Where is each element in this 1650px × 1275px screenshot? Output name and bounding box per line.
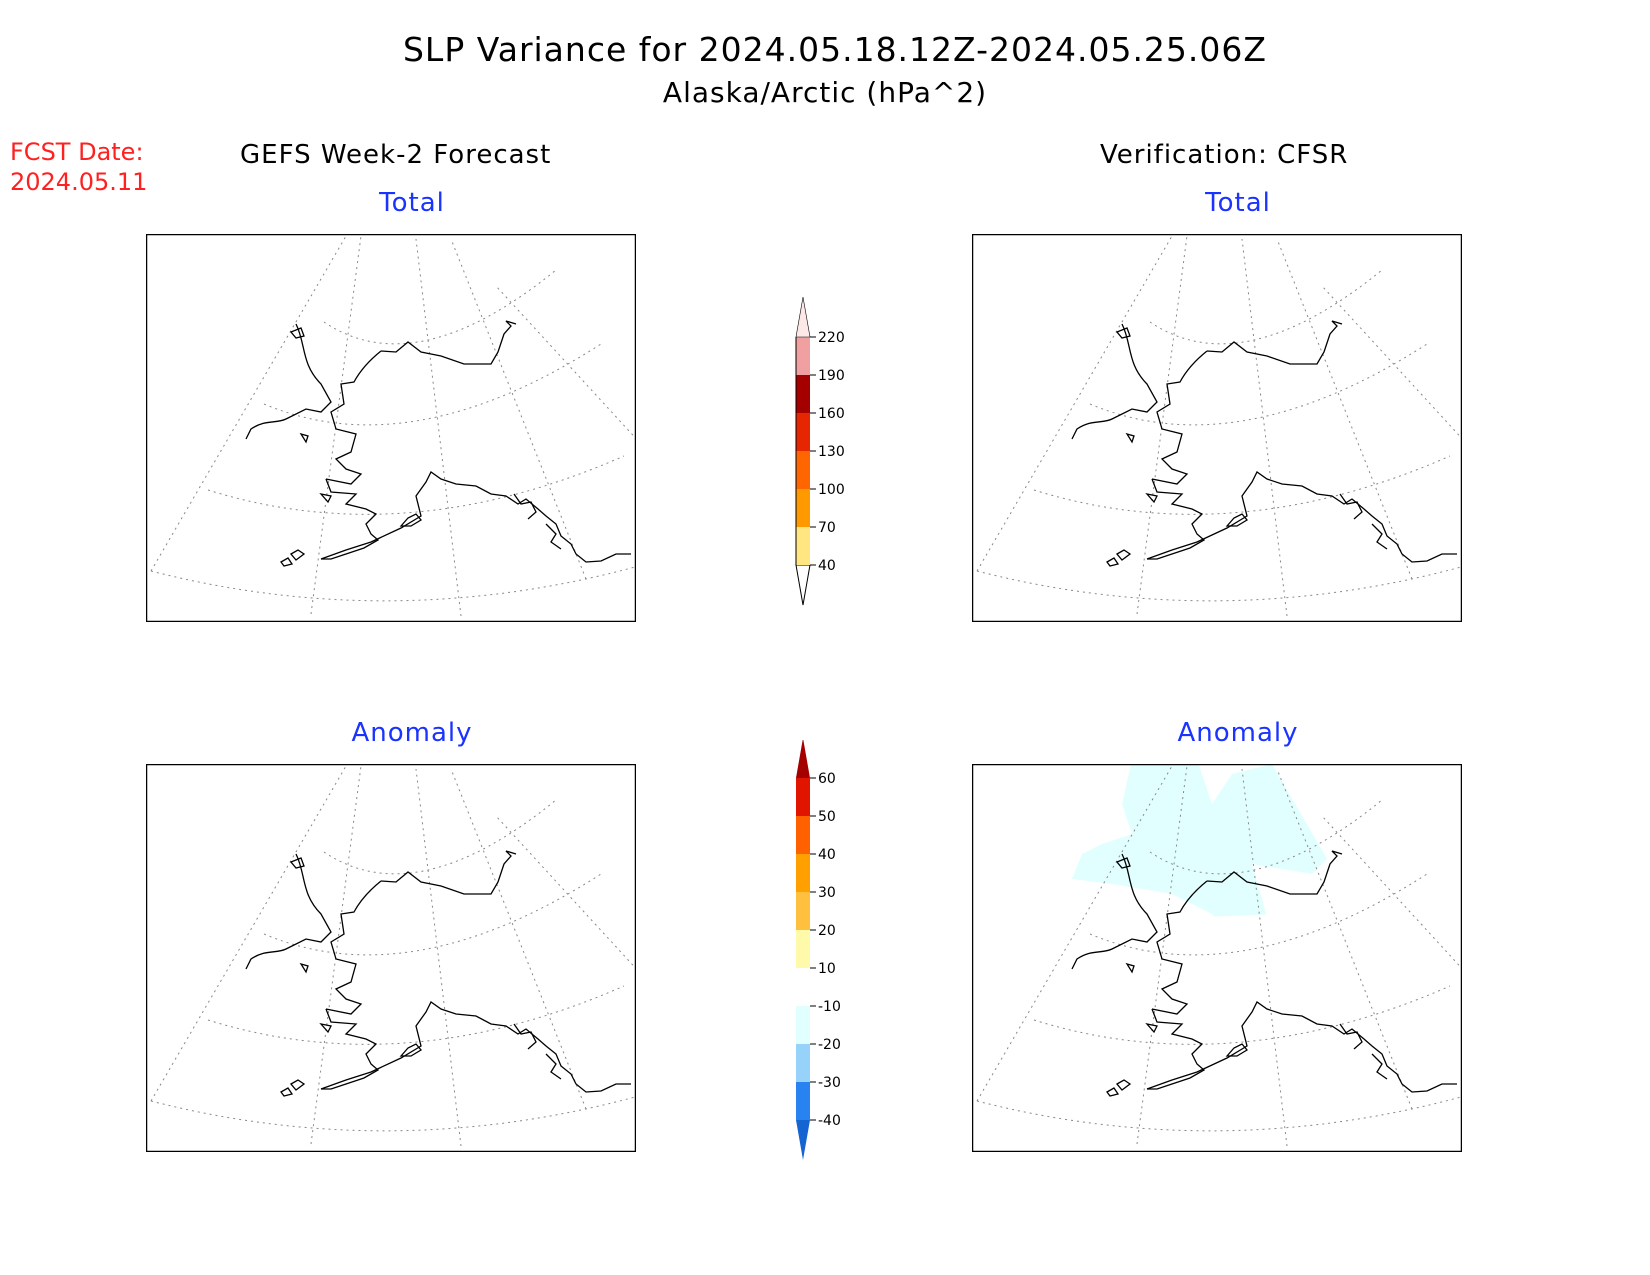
- colorbar-bin: [796, 489, 810, 527]
- panel-title-verification-total: Total: [1205, 188, 1271, 218]
- colorbar-label: 160: [818, 406, 845, 422]
- colorbar-label: -10: [818, 999, 841, 1015]
- colorbar-tip-high: [795, 296, 811, 338]
- colorbar-bin: [796, 1082, 810, 1120]
- colorbar-label: 130: [818, 444, 845, 460]
- colorbar-total: 40 70 100 130 160 190 220: [795, 296, 845, 606]
- colorbar-bin: [796, 892, 810, 930]
- colorbar-label: 220: [818, 330, 845, 346]
- colorbar-label: 10: [818, 961, 836, 977]
- map-forecast-total: [146, 234, 636, 622]
- colorbar-label: 70: [818, 520, 836, 536]
- map-frame: [146, 234, 636, 622]
- panel-title-forecast-anomaly: Anomaly: [351, 718, 473, 748]
- colorbar-bin: [796, 375, 810, 413]
- colorbar-label: -40: [818, 1113, 841, 1129]
- colorbar-label: 40: [818, 558, 836, 574]
- forecast-date-value: 2024.05.11: [10, 168, 148, 196]
- colorbar-tip-low: [795, 564, 811, 606]
- colorbar-bin: [796, 778, 810, 816]
- verification-column-header: Verification: CFSR: [1100, 140, 1349, 170]
- colorbar-bin: [796, 413, 810, 451]
- map-forecast-anomaly: [146, 764, 636, 1152]
- map-frame: [972, 764, 1462, 1152]
- colorbar-bin: [796, 1006, 810, 1044]
- colorbar-bin: [796, 1044, 810, 1082]
- colorbar-label: 60: [818, 771, 836, 787]
- colorbar-bin: [796, 930, 810, 968]
- forecast-date-label: FCST Date:: [10, 138, 144, 166]
- map-verification-anomaly: [972, 764, 1462, 1152]
- forecast-column-header: GEFS Week-2 Forecast: [240, 140, 552, 170]
- colorbar-label: 40: [818, 847, 836, 863]
- forecast-date: FCST Date: 2024.05.11: [10, 137, 147, 197]
- colorbar-bin: [796, 968, 810, 1006]
- colorbar-label: 50: [818, 809, 836, 825]
- colorbar-bin: [796, 451, 810, 489]
- map-verification-total: [972, 234, 1462, 622]
- colorbar-tip-high: [796, 740, 810, 778]
- colorbar-label: 20: [818, 923, 836, 939]
- chart-title: SLP Variance for 2024.05.18.12Z-2024.05.…: [402, 30, 1268, 69]
- panel-title-forecast-total: Total: [379, 188, 445, 218]
- map-frame: [146, 764, 636, 1152]
- colorbar-bin: [796, 527, 810, 565]
- colorbar-bin: [796, 854, 810, 892]
- colorbar-anomaly: -40 -30 -20 -10 10 20 30 40 50 60: [796, 740, 841, 1160]
- colorbar-tip-low: [796, 1120, 810, 1160]
- chart-subtitle: Alaska/Arctic (hPa^2): [662, 76, 988, 109]
- colorbar-label: 30: [818, 885, 836, 901]
- colorbar-bin: [796, 816, 810, 854]
- panel-title-verification-anomaly: Anomaly: [1177, 718, 1299, 748]
- map-frame: [972, 234, 1462, 622]
- colorbar-label: -30: [818, 1075, 841, 1091]
- colorbar-label: 100: [818, 482, 845, 498]
- colorbar-bin: [796, 337, 810, 375]
- colorbar-label: 190: [818, 368, 845, 384]
- colorbar-label: -20: [818, 1037, 841, 1053]
